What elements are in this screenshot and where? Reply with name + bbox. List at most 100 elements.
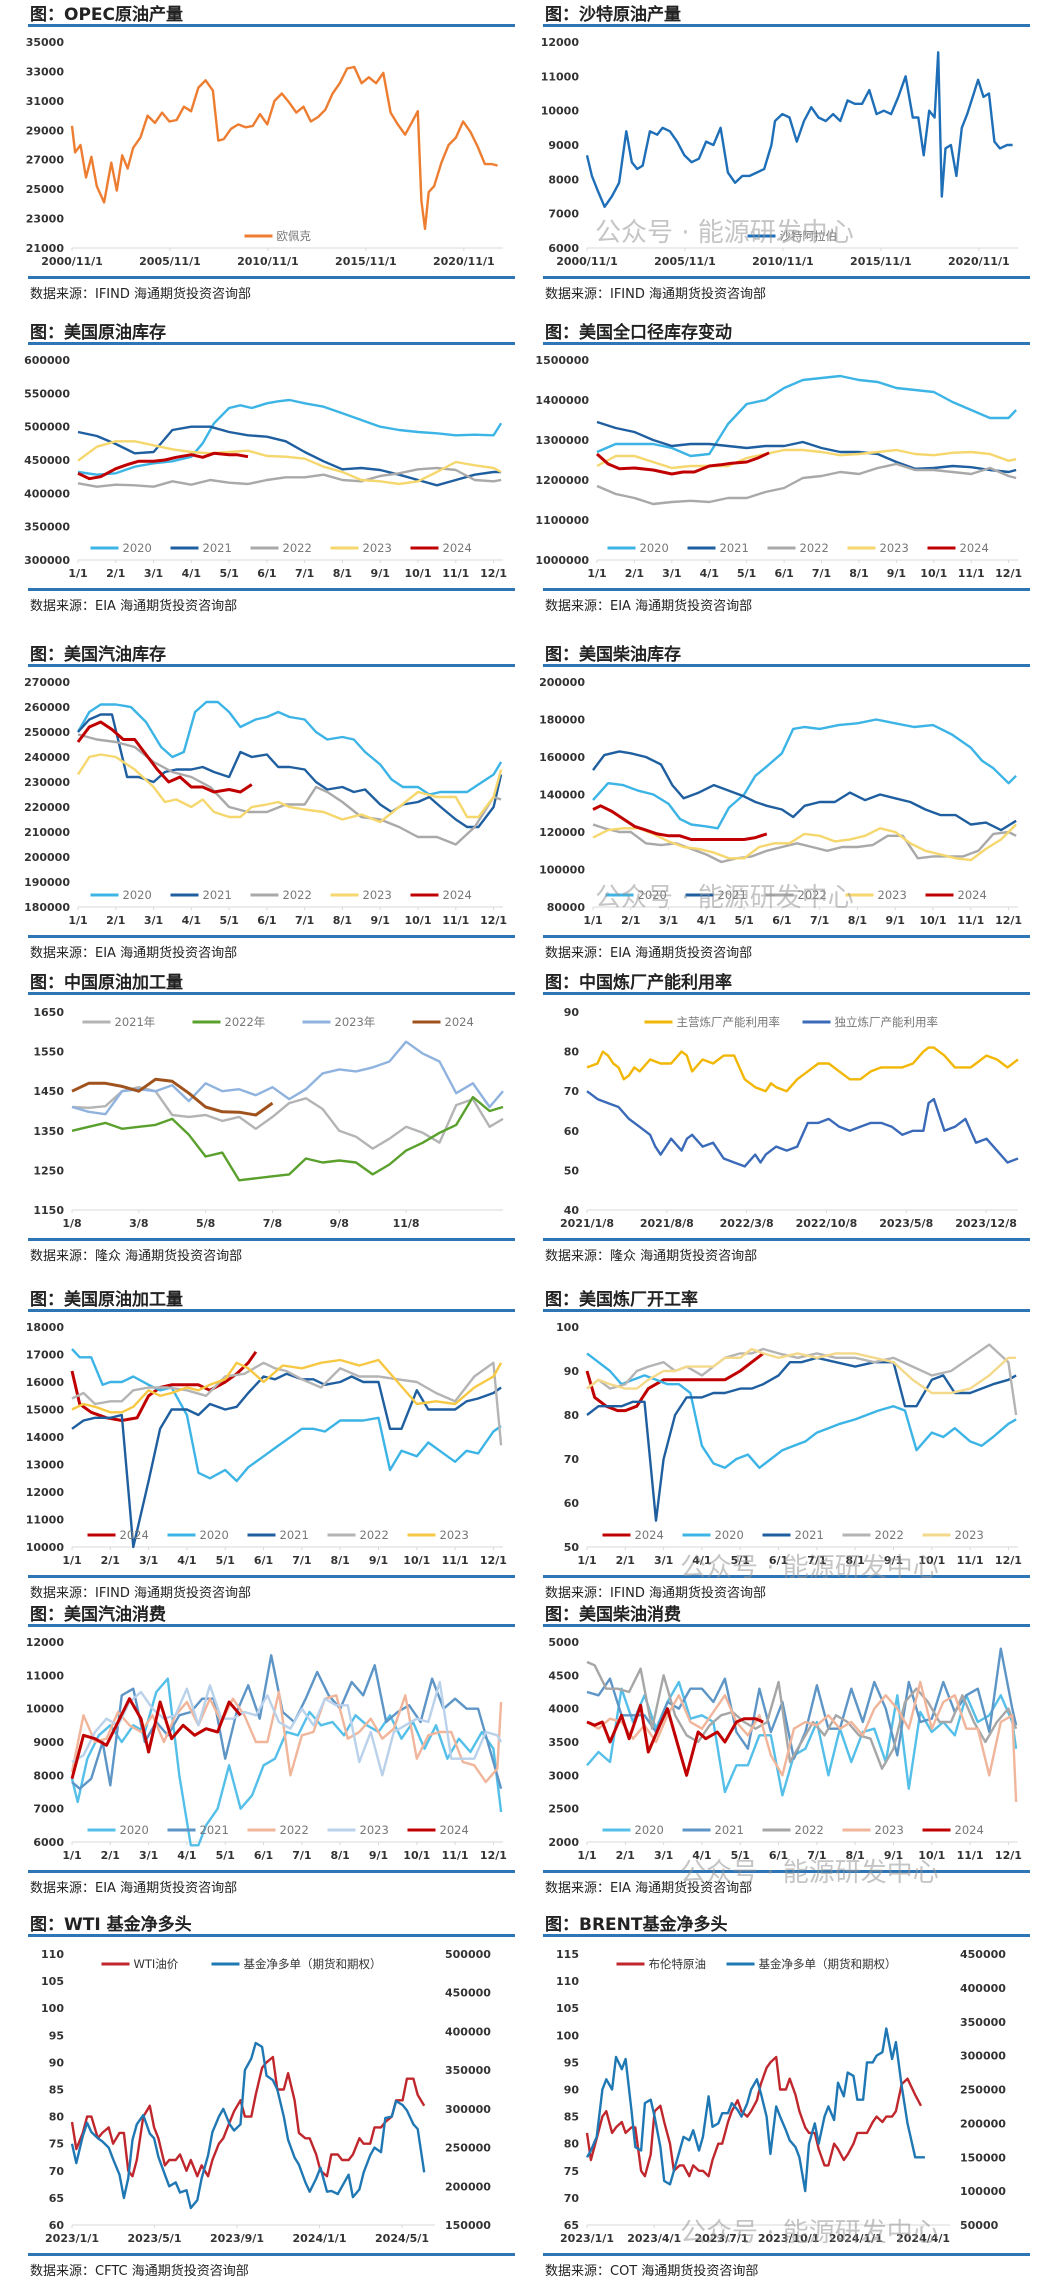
title-divider: [28, 664, 515, 667]
chart-panel-brent-net-long: 图：BRENT基金净多头 数据来源：COT 海通期货投资咨询部 65 70 75 80 85…: [515, 1910, 1030, 2283]
x-tick-label: 9/8: [330, 1217, 349, 1230]
x-tick-label: 4/1: [177, 1554, 196, 1567]
y-tick-label: 2000: [548, 1836, 579, 1849]
chart-panel-us-gasoline-demand: 图：美国汽油消费 数据来源：EIA 海通期货投资咨询部 6000 7000 8000 90…: [0, 1600, 515, 1900]
x-tick-label: 5/1: [731, 1554, 750, 1567]
line-chart: 50 60 70 80 90 100 1/1 2/1 3/1 4/1 5/1 6/1 7/1 8/1 9/1…: [556, 1321, 1022, 1567]
legend-label: 2021: [720, 541, 749, 555]
series-line-2023: [592, 823, 1017, 862]
y-tick-label: 9000: [548, 139, 579, 152]
x-tick-label: 2023/12/8: [955, 1217, 1017, 1230]
x-tick-label: 7/1: [807, 1554, 826, 1567]
x-tick-label: 2023/1/1: [45, 2232, 99, 2245]
x-tick-label: 2010/11/1: [752, 255, 814, 268]
legend: 2020 2021 2022 2023 2024: [602, 1823, 984, 1837]
line-chart: 10000 11000 12000 13000 14000 15000 16000 17000…: [26, 1321, 507, 1567]
y-tick-label: 35000: [26, 36, 65, 49]
series-line-2020: [70, 1677, 503, 1847]
series-line-2023: [596, 448, 1017, 470]
y-tick-label: 95: [564, 2056, 579, 2069]
y-tick-label: 33000: [26, 65, 65, 78]
x-tick-label: 3/1: [144, 567, 163, 580]
x-tick-label: 2/1: [101, 1554, 120, 1567]
x-tick-label: 5/8: [196, 1217, 215, 1230]
x-tick-label: 8/1: [848, 914, 867, 927]
title-divider: [543, 664, 1030, 667]
x-tick-label: 5/1: [219, 914, 238, 927]
x-tick-label: 5/1: [216, 1554, 235, 1567]
y2-tick-label: 400000: [960, 1982, 1006, 1995]
legend-label: 独立炼厂产能利用率: [835, 1015, 939, 1029]
legend-label: 2023: [880, 541, 909, 555]
legend-label: 2023: [360, 1823, 389, 1837]
x-tick-label: 3/1: [139, 1554, 158, 1567]
x-tick-label: 11/1: [442, 567, 469, 580]
y-tick-label: 90: [564, 1365, 580, 1378]
chart-title: 图：WTI 基金净多头: [30, 1915, 192, 1935]
x-tick-label: 8/1: [333, 914, 352, 927]
x-tick-label: 1/1: [62, 1849, 81, 1862]
x-tick-label: 2020/11/1: [948, 255, 1010, 268]
x-tick-label: 7/1: [295, 914, 314, 927]
chart-title: 图：BRENT基金净多头: [545, 1915, 728, 1935]
data-source: 数据来源：隆众 海通期货投资咨询部: [545, 1249, 758, 1264]
y-tick-label: 550000: [24, 387, 70, 400]
x-tick-label: 6/1: [772, 914, 791, 927]
y-tick-label: 13000: [26, 1459, 65, 1472]
series-line-2024: [71, 1077, 274, 1117]
y-tick-label: 220000: [24, 801, 70, 814]
x-tick-label: 6/1: [257, 567, 276, 580]
y2-tick-label: 50000: [960, 2219, 999, 2232]
x-tick-label: 3/1: [144, 914, 163, 927]
x-tick-label: 2024/5/1: [375, 2232, 429, 2245]
source-divider: [543, 276, 1030, 279]
y-tick-label: 65: [49, 2192, 64, 2205]
legend-label: 2022: [280, 1823, 309, 1837]
x-tick-label: 1/1: [62, 1554, 81, 1567]
line-chart: 300000 350000 400000 450000 500000 550000 6000…: [24, 354, 507, 580]
line-chart: 21000 23000 25000 27000 29000 31000 33000 35000…: [26, 36, 503, 268]
series-line-2024: [585, 1352, 765, 1413]
x-tick-label: 7/8: [263, 1217, 282, 1230]
x-tick-label: 4/1: [692, 1849, 711, 1862]
line-chart: 40 50 60 70 80 90 2021/1/8 2021/8/8 2022/3/8 2022…: [560, 1006, 1019, 1230]
legend-label: 2023年: [335, 1015, 376, 1029]
y-tick-label: 11000: [26, 1669, 65, 1682]
legend-label: 2024: [960, 541, 989, 555]
line-chart: 60 65 70 75 80 85 90 95 100 105 110 150000 200000 250…: [41, 1948, 491, 2245]
x-tick-label: 11/1: [442, 914, 469, 927]
chart-title: 图：美国炼厂开工率: [545, 1290, 698, 1310]
series-line-2020: [71, 1348, 502, 1483]
x-tick-label: 4/1: [177, 1849, 196, 1862]
x-tick-label: 2000/11/1: [41, 255, 103, 268]
x-tick-label: 4/1: [182, 914, 201, 927]
x-tick-label: 2022/3/8: [720, 1217, 774, 1230]
y2-tick-label: 250000: [960, 2084, 1006, 2097]
x-tick-label: 9/1: [884, 1554, 903, 1567]
chart-title: 图：中国原油加工量: [30, 973, 183, 993]
x-tick-label: 3/1: [654, 1554, 673, 1567]
x-tick-label: 10/1: [918, 1849, 945, 1862]
x-tick-label: 11/1: [958, 567, 985, 580]
legend: 2020 2021 2022 2023 2024: [90, 541, 472, 555]
source-divider: [28, 588, 515, 591]
y-tick-label: 200000: [539, 676, 585, 689]
y-tick-label: 11000: [26, 1514, 65, 1527]
x-tick-label: 2024/4/1: [896, 2232, 950, 2245]
series-line-2022: [70, 1690, 503, 1784]
source-divider: [543, 1238, 1030, 1241]
x-tick-label: 2020/11/1: [433, 255, 495, 268]
source-divider: [28, 1870, 515, 1873]
chart-title: 图：美国柴油库存: [545, 645, 681, 665]
data-source: 数据来源：EIA 海通期货投资咨询部: [30, 599, 238, 614]
line-chart: 6000 7000 8000 9000 10000 11000 12000 2000/11/1…: [541, 36, 1018, 268]
legend-label: 2022: [875, 1528, 904, 1542]
legend-label: 2021: [280, 1528, 309, 1542]
x-tick-label: 2021/1/8: [560, 1217, 614, 1230]
y-tick-label: 1200000: [535, 474, 589, 487]
y-tick-label: 70: [564, 1453, 580, 1466]
x-tick-label: 6/1: [254, 1554, 273, 1567]
legend: 2020 2021 2022 2023 2024: [607, 541, 989, 555]
series-line-2020: [77, 398, 503, 476]
legend-label: 2021年: [115, 1015, 156, 1029]
